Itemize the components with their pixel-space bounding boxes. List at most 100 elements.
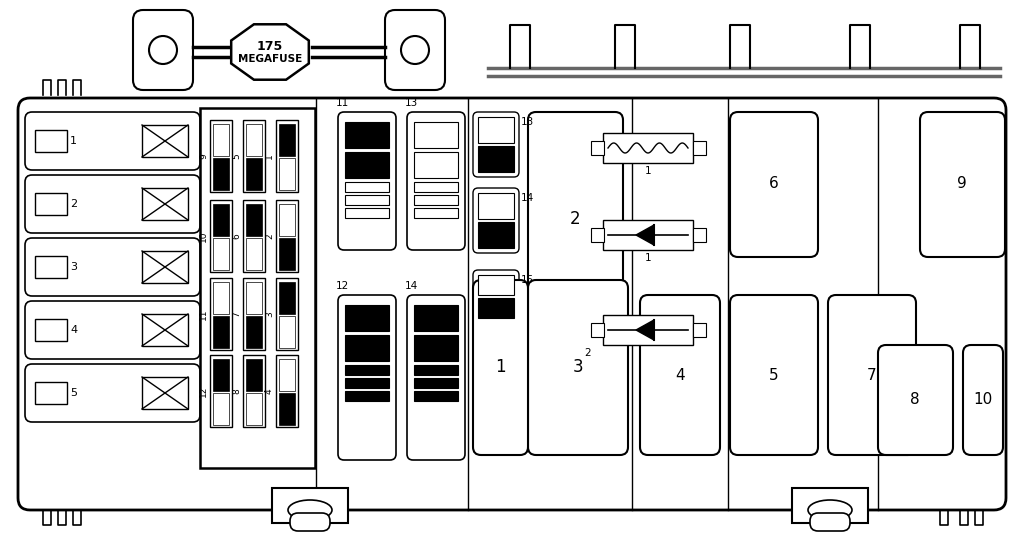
- Text: 6: 6: [232, 233, 241, 239]
- FancyBboxPatch shape: [338, 295, 396, 460]
- Text: 175: 175: [257, 40, 283, 53]
- FancyBboxPatch shape: [730, 295, 818, 455]
- Bar: [142, 377, 188, 409]
- Bar: [210, 200, 232, 272]
- Text: 6: 6: [769, 176, 779, 191]
- Bar: [414, 335, 458, 361]
- Bar: [345, 365, 390, 375]
- Bar: [693, 228, 706, 242]
- Bar: [246, 359, 262, 391]
- Text: MEGAFUSE: MEGAFUSE: [238, 54, 302, 64]
- Bar: [478, 146, 514, 172]
- Bar: [213, 204, 229, 236]
- FancyBboxPatch shape: [338, 112, 396, 250]
- FancyBboxPatch shape: [964, 345, 1003, 455]
- FancyBboxPatch shape: [25, 175, 200, 233]
- Bar: [279, 204, 295, 236]
- Text: 10: 10: [199, 230, 208, 242]
- Bar: [345, 378, 390, 388]
- Bar: [213, 316, 229, 348]
- Polygon shape: [636, 225, 654, 245]
- Text: 5: 5: [70, 388, 77, 398]
- Text: 2: 2: [584, 348, 591, 358]
- FancyBboxPatch shape: [18, 98, 1006, 510]
- Bar: [591, 323, 604, 337]
- Text: 4: 4: [265, 388, 274, 394]
- Bar: [35, 382, 67, 404]
- FancyBboxPatch shape: [25, 112, 200, 170]
- Text: 5: 5: [232, 153, 241, 159]
- Bar: [276, 200, 298, 272]
- Text: 1: 1: [645, 166, 651, 176]
- Ellipse shape: [808, 500, 852, 520]
- FancyBboxPatch shape: [25, 301, 200, 359]
- Bar: [142, 314, 188, 346]
- Bar: [35, 130, 67, 152]
- Bar: [279, 282, 295, 314]
- Bar: [213, 282, 229, 314]
- Text: 12: 12: [336, 281, 350, 291]
- Bar: [279, 393, 295, 425]
- Bar: [246, 158, 262, 190]
- FancyBboxPatch shape: [473, 188, 519, 253]
- Polygon shape: [636, 320, 654, 340]
- Text: 1: 1: [70, 136, 77, 146]
- Text: 10: 10: [974, 393, 992, 407]
- Bar: [246, 204, 262, 236]
- Bar: [246, 282, 262, 314]
- Bar: [345, 182, 390, 192]
- Bar: [478, 193, 514, 219]
- Bar: [603, 220, 693, 250]
- Bar: [603, 315, 693, 345]
- FancyBboxPatch shape: [810, 513, 850, 531]
- Bar: [414, 152, 458, 178]
- Bar: [35, 319, 67, 341]
- Bar: [246, 124, 262, 156]
- FancyBboxPatch shape: [407, 295, 465, 460]
- Text: 7: 7: [867, 368, 876, 382]
- Bar: [246, 316, 262, 348]
- FancyBboxPatch shape: [290, 513, 330, 531]
- FancyBboxPatch shape: [528, 280, 628, 455]
- Bar: [345, 122, 390, 148]
- Bar: [414, 208, 458, 218]
- Bar: [213, 393, 229, 425]
- Text: 3: 3: [265, 311, 274, 317]
- Bar: [35, 256, 67, 278]
- Bar: [200, 108, 315, 468]
- Text: 1: 1: [495, 358, 505, 376]
- Bar: [414, 305, 458, 331]
- FancyBboxPatch shape: [473, 280, 528, 455]
- FancyBboxPatch shape: [133, 10, 193, 90]
- Bar: [142, 125, 188, 157]
- Bar: [345, 391, 390, 401]
- Circle shape: [149, 36, 177, 64]
- Bar: [276, 278, 298, 350]
- Bar: [478, 222, 514, 248]
- Bar: [276, 120, 298, 192]
- Circle shape: [401, 36, 429, 64]
- Bar: [414, 378, 458, 388]
- Bar: [210, 355, 232, 427]
- Text: 2: 2: [70, 199, 77, 209]
- Text: 13: 13: [405, 98, 418, 108]
- Bar: [142, 251, 188, 283]
- Bar: [345, 208, 390, 218]
- Bar: [279, 359, 295, 391]
- Bar: [792, 488, 868, 523]
- Bar: [478, 298, 514, 318]
- Text: 13: 13: [521, 117, 534, 127]
- Bar: [345, 152, 390, 178]
- Bar: [272, 488, 348, 523]
- Text: 1: 1: [645, 253, 651, 263]
- Text: 3: 3: [573, 358, 583, 376]
- FancyBboxPatch shape: [385, 10, 445, 90]
- Bar: [210, 120, 232, 192]
- Bar: [142, 188, 188, 220]
- Text: 9: 9: [957, 176, 967, 191]
- Bar: [210, 278, 232, 350]
- Bar: [591, 228, 604, 242]
- Bar: [693, 323, 706, 337]
- Bar: [414, 182, 458, 192]
- Bar: [591, 141, 604, 155]
